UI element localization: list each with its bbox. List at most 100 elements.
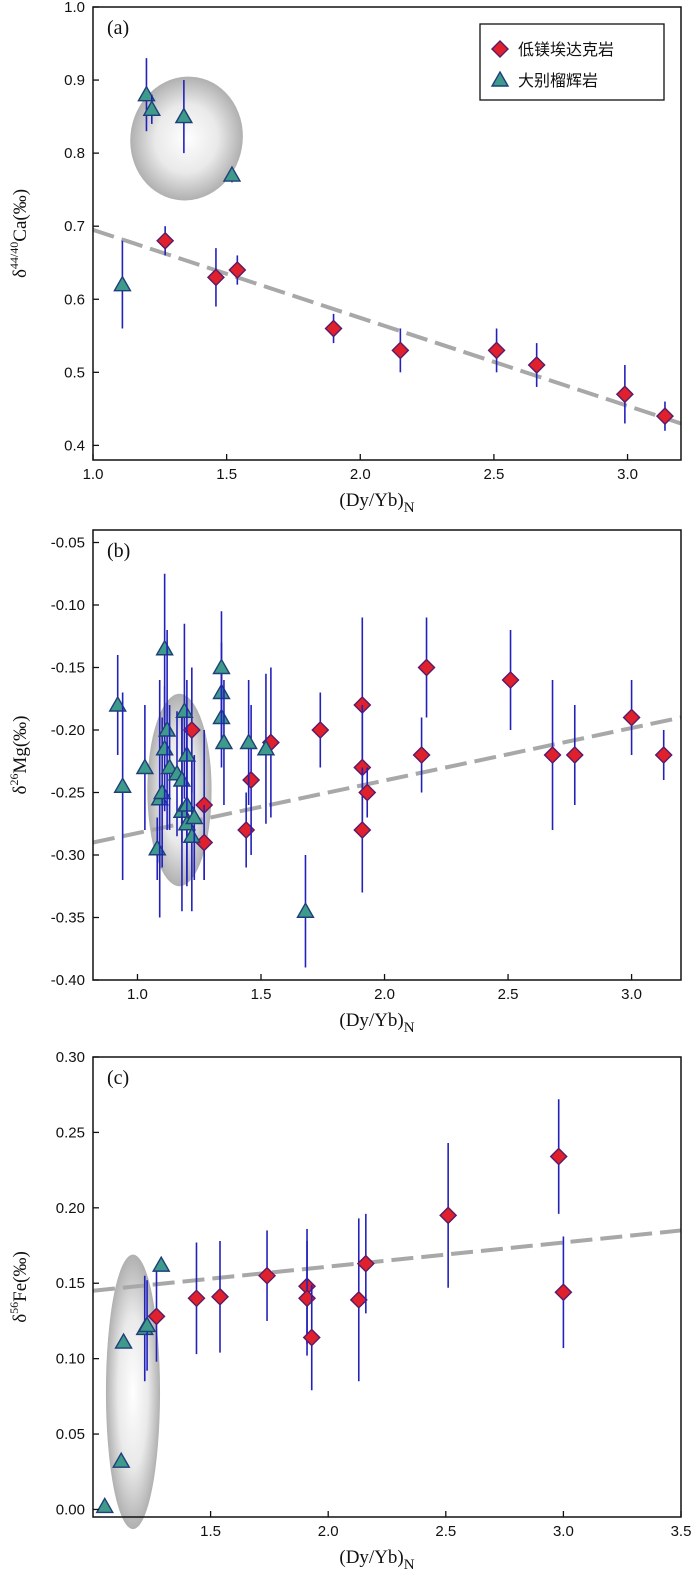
data-point-diamond (439, 1206, 458, 1225)
y-tick-label: 0.30 (56, 1049, 85, 1066)
y-tick-label: 0.20 (56, 1200, 85, 1217)
data-point-triangle (142, 99, 162, 116)
data-point-diamond (417, 658, 436, 677)
data-point-triangle (112, 1451, 131, 1468)
panel-b: 1.0 1.5 2.0 2.5 3.0 -0.05 -0.10 -0.15 -0.20 -0.25… (7, 529, 682, 1036)
x-axis-title-main: (Dy/Yb) (339, 490, 403, 511)
y-tick-label: -0.30 (51, 847, 85, 864)
legend-diamond-marker (491, 40, 509, 58)
x-tick-label: 1.5 (251, 986, 272, 1003)
data-point-diamond (298, 1289, 317, 1308)
highlight-ellipse (105, 1254, 161, 1530)
y-tick-label: 0.9 (64, 72, 85, 89)
data-point-triangle (160, 758, 179, 775)
x-axis-title: (Dy/Yb)N (339, 490, 414, 516)
x-tick-label: 2.5 (483, 466, 504, 483)
data-point-triangle (214, 733, 234, 750)
data-point-triangle (137, 85, 156, 102)
plot-frame (92, 529, 682, 981)
data-point-triangle (108, 695, 127, 712)
panel-label: (b) (107, 540, 130, 562)
panel-label: (a) (107, 17, 129, 39)
panel-a: 1.0 1.5 2.0 2.5 3.0 0.4 0.5 0.6 0.7 0.8 0.9 1.0 (a) (… (7, 0, 682, 516)
data-point-diamond (655, 407, 674, 426)
trend-line (92, 1228, 682, 1293)
x-axis-title-subscript: N (404, 1020, 415, 1036)
y-axis-title: δ44/40Ca(‰) (7, 189, 31, 278)
data-point-diamond (549, 1147, 568, 1166)
legend-triangle-marker (490, 70, 510, 87)
data-point-triangle (175, 701, 194, 718)
data-point-diamond (211, 1287, 229, 1306)
data-point-triangle (212, 658, 231, 675)
data-point-triangle (172, 770, 192, 787)
data-point-diamond (324, 319, 343, 338)
data-point-diamond (311, 721, 330, 739)
y-tick-label: 0.05 (56, 1426, 85, 1443)
data-point-diamond (258, 1266, 277, 1285)
legend-triangle-label: 大别榴辉岩 (518, 71, 598, 90)
y-tick-label: 0.10 (56, 1351, 85, 1368)
y-tick-label: 0.8 (64, 145, 85, 162)
x-tick-label: 1.0 (127, 986, 148, 1003)
data-point-triangle (114, 1332, 133, 1349)
y-tick-label: 0.4 (64, 437, 85, 454)
y-tick-label: 0.25 (56, 1124, 85, 1141)
data-point-diamond (242, 771, 261, 789)
y-tick-label: -0.15 (51, 660, 85, 677)
y-tick-label: -0.25 (51, 785, 85, 802)
x-axis-title: (Dy/Yb)N (339, 1547, 414, 1573)
y-tick-label: -0.10 (51, 597, 85, 614)
data-point-triangle (135, 758, 155, 775)
data-point-diamond (156, 231, 175, 250)
data-point-diamond (554, 1283, 573, 1302)
y-tick-label: 1.0 (64, 0, 85, 16)
x-axis-title-main: (Dy/Yb) (339, 1010, 403, 1031)
y-axis-title: δ26Mg(‰) (7, 715, 31, 794)
y-axis-title-superscript: 26 (7, 774, 21, 786)
legend-diamond-label: 低镁埃达克岩 (518, 40, 614, 59)
plot-frame (92, 6, 682, 461)
data-point-diamond (412, 746, 431, 764)
y-axis-title-delta: δ (10, 786, 31, 795)
data-point-diamond (147, 1307, 166, 1326)
x-tick-label: 2.0 (374, 986, 395, 1003)
data-point-diamond (527, 356, 546, 375)
y-tick-label: -0.40 (51, 972, 85, 989)
data-point-triangle (155, 739, 174, 756)
data-point-triangle (152, 783, 172, 800)
data-point-triangle (174, 107, 194, 124)
data-point-diamond (358, 783, 377, 802)
x-tick-label: 1.5 (200, 1523, 221, 1540)
data-point-triangle (95, 1497, 114, 1514)
data-point-triangle (113, 275, 132, 292)
data-point-triangle (256, 739, 276, 756)
data-point-triangle (157, 720, 177, 737)
data-point-diamond (501, 671, 520, 689)
y-axis-title-superscript: 56 (7, 1302, 21, 1314)
y-axis-title: δ56Fe(‰) (7, 1251, 31, 1323)
data-point-triangle (113, 776, 132, 793)
x-tick-label: 3.5 (671, 1523, 692, 1540)
x-tick-label: 2.0 (350, 466, 371, 483)
y-axis-title-main: Ca(‰) (10, 189, 31, 242)
trend-line (92, 227, 682, 426)
data-point-diamond (302, 1328, 321, 1347)
y-tick-label: 0.6 (64, 291, 85, 308)
y-axis-title-main: Fe(‰) (10, 1251, 31, 1302)
y-tick-label: -0.05 (51, 535, 85, 552)
data-point-triangle (148, 839, 167, 856)
x-axis-title-main: (Dy/Yb) (339, 1547, 403, 1568)
y-axis-title-main: Mg(‰) (10, 715, 31, 773)
data-point-diamond (543, 746, 562, 764)
plot-frame (92, 1056, 682, 1518)
x-tick-label: 3.0 (617, 466, 638, 483)
x-axis-title: (Dy/Yb)N (339, 1010, 414, 1036)
y-tick-label: 0.15 (56, 1275, 85, 1292)
data-point-diamond (487, 341, 506, 360)
data-point-triangle (222, 165, 242, 182)
y-tick-label: -0.20 (51, 722, 85, 739)
y-axis-title-delta: δ (10, 269, 31, 278)
x-tick-label: 3.0 (553, 1523, 574, 1540)
